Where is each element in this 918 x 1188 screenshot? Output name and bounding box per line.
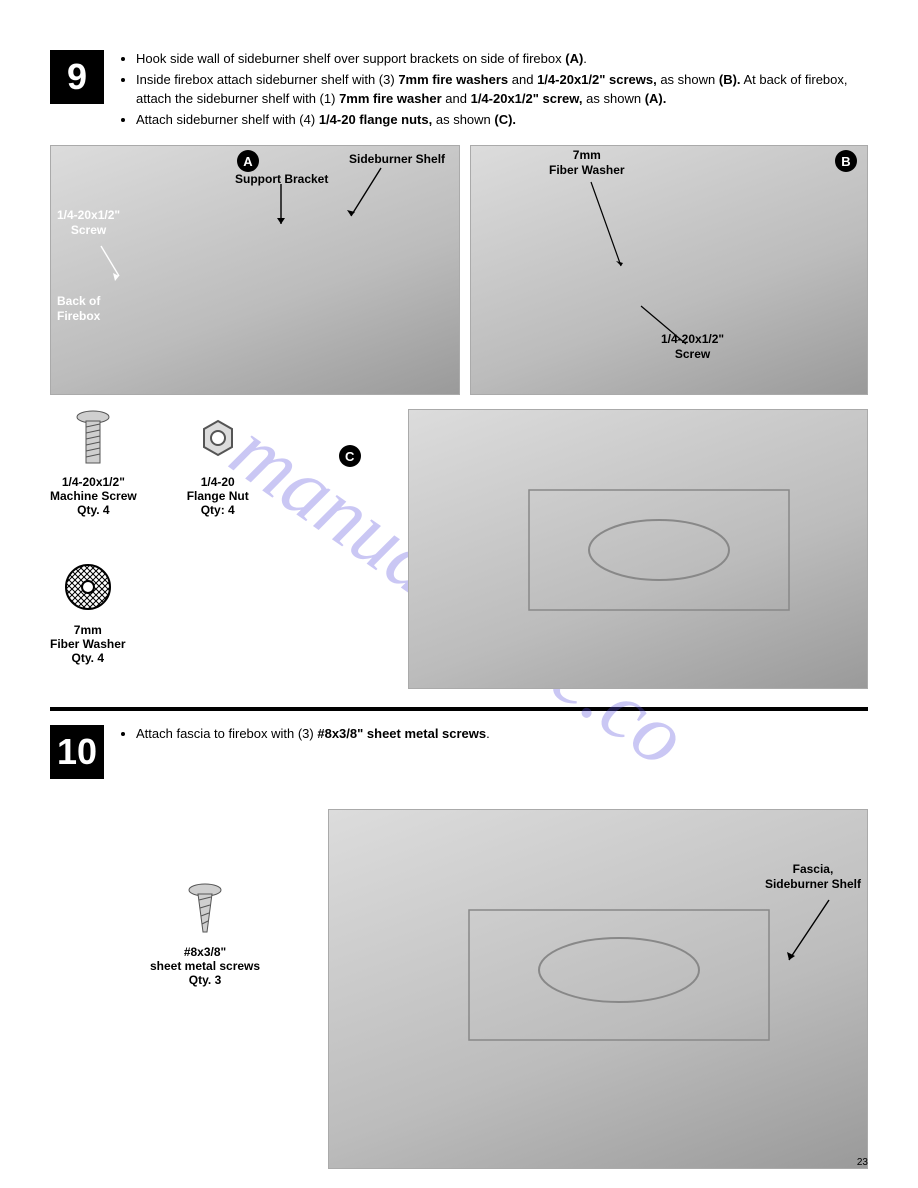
hardware-column-left: 1/4-20x1/2" Machine Screw Qty. 4 1/4-20 … (50, 409, 249, 665)
figure-b-sketch (471, 146, 869, 396)
figure-c-sketch (409, 410, 869, 690)
figure-d: Fascia, Sideburner Shelf (328, 809, 868, 1169)
figure-b: B 7mm Fiber Washer 1/4-20x1/2" Screw (470, 145, 868, 395)
figure-a: A Support Bracket Sideburner Shelf 1/4-2… (50, 145, 460, 395)
page-number: 23 (857, 1157, 868, 1168)
sheet-metal-screw-icon (175, 879, 235, 939)
step-10-bullet-1: Attach fascia to firebox with (3) #8x3/8… (136, 725, 490, 744)
fiber-washer-icon (58, 557, 118, 617)
step-10-bullets: Attach fascia to firebox with (3) #8x3/8… (118, 725, 490, 779)
step-9-hardware-row: 1/4-20x1/2" Machine Screw Qty. 4 1/4-20 … (50, 409, 868, 689)
step-9-figures-ab: A Support Bracket Sideburner Shelf 1/4-2… (50, 145, 868, 395)
step-9-bullets: Hook side wall of sideburner shelf over … (118, 50, 868, 131)
flange-nut-icon (188, 409, 248, 469)
figure-c (408, 409, 868, 689)
hardware-sheet-metal-screw: #8x3/8" sheet metal screws Qty. 3 (150, 879, 260, 987)
step-10-number: 10 (50, 725, 104, 779)
step-10-row: #8x3/8" sheet metal screws Qty. 3 Fascia… (50, 809, 868, 1169)
step-9-number: 9 (50, 50, 104, 104)
machine-screw-icon (63, 409, 123, 469)
hardware-machine-screw: 1/4-20x1/2" Machine Screw Qty. 4 (50, 409, 137, 517)
figure-d-sketch (329, 810, 869, 1170)
hardware-fiber-washer: 7mm Fiber Washer Qty. 4 (50, 557, 126, 665)
step-9-bullet-2: Inside firebox attach sideburner shelf w… (136, 71, 868, 109)
section-divider (50, 707, 868, 711)
hardware-flange-nut: 1/4-20 Flange Nut Qty: 4 (187, 409, 249, 517)
figure-a-sketch (51, 146, 461, 396)
step-10: 10 Attach fascia to firebox with (3) #8x… (50, 725, 868, 779)
figure-c-badge: C (339, 445, 361, 467)
step-9: 9 Hook side wall of sideburner shelf ove… (50, 50, 868, 131)
step-9-bullet-3: Attach sideburner shelf with (4) 1/4-20 … (136, 111, 868, 130)
step-9-bullet-1: Hook side wall of sideburner shelf over … (136, 50, 868, 69)
